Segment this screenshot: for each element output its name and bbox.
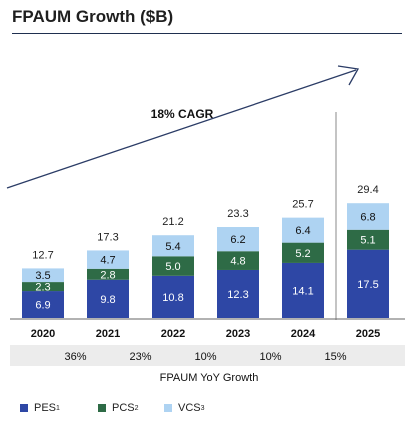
- value-label-pes-2022: 10.8: [162, 292, 183, 304]
- legend-sup-pes: 1: [56, 404, 60, 412]
- bar-vcs-2025: [347, 203, 389, 230]
- bar-pes-2024: [282, 262, 324, 318]
- value-label-pcs-2025: 5.1: [360, 235, 375, 247]
- bar-pcs-2023: [217, 251, 259, 270]
- value-label-pcs-2020: 2.3: [35, 282, 50, 294]
- legend-sup-pcs: 2: [134, 404, 139, 412]
- x-tick-label-2025: 2025: [356, 328, 380, 340]
- value-label-vcs-2021: 4.7: [100, 255, 115, 267]
- total-label-2020: 12.7: [32, 249, 53, 261]
- legend: PES 1 PCS 2 VCS 3: [0, 402, 418, 422]
- legend-item-pes: PES 1: [20, 402, 60, 414]
- growth-rate-3: 10%: [259, 351, 281, 363]
- bar-vcs-2022: [152, 235, 194, 257]
- growth-rate-1: 23%: [129, 351, 151, 363]
- value-label-pes-2025: 17.5: [357, 279, 378, 291]
- cagr-arrow-head: [337, 65, 360, 86]
- legend-label-pes: PES: [34, 402, 57, 414]
- x-tick-label-2021: 2021: [96, 328, 120, 340]
- total-label-2023: 23.3: [227, 208, 248, 220]
- growth-rate-2: 10%: [194, 351, 216, 363]
- value-label-vcs-2022: 5.4: [165, 241, 180, 253]
- total-label-2022: 21.2: [162, 216, 183, 228]
- value-label-vcs-2024: 6.4: [295, 225, 310, 237]
- value-label-pcs-2023: 4.8: [230, 256, 245, 268]
- value-label-pcs-2022: 5.0: [165, 261, 180, 273]
- legend-swatch-pcs: [98, 404, 106, 412]
- growth-rate-0: 36%: [64, 351, 86, 363]
- bar-pcs-2024: [282, 242, 324, 263]
- bar-pes-2023: [217, 269, 259, 318]
- legend-swatch-vcs: [164, 404, 172, 412]
- growth-row-label: FPAUM YoY Growth: [160, 372, 259, 384]
- chart-title: FPAUM Growth ($B): [12, 7, 174, 26]
- growth-rate-4: 15%: [324, 351, 346, 363]
- legend-label-pcs: PCS: [112, 402, 135, 414]
- bar-pcs-2022: [152, 256, 194, 276]
- legend-label-vcs: VCS: [178, 402, 201, 414]
- value-label-pcs-2021: 2.8: [100, 269, 115, 281]
- bar-vcs-2020: [22, 268, 64, 283]
- total-label-2021: 17.3: [97, 231, 118, 243]
- bar-vcs-2021: [87, 250, 129, 269]
- legend-sup-vcs: 3: [200, 404, 205, 412]
- bar-pes-2021: [87, 279, 129, 318]
- value-label-pes-2021: 9.8: [100, 294, 115, 306]
- value-label-vcs-2020: 3.5: [35, 270, 50, 282]
- cagr-label: 18% CAGR: [151, 107, 214, 121]
- x-tick-label-2023: 2023: [226, 328, 250, 340]
- legend-swatch-pes: [20, 404, 28, 412]
- x-tick-label-2020: 2020: [31, 328, 55, 340]
- bar-pcs-2025: [347, 229, 389, 250]
- value-label-pes-2020: 6.9: [35, 300, 50, 312]
- stacked-bar-chart: 18% CAGR 6.9 2.33.5 12.7 2020 9.8 2.8 4.7 17.3 20…: [6, 65, 405, 384]
- bar-pcs-2021: [87, 268, 129, 280]
- value-label-pes-2023: 12.3: [227, 289, 248, 301]
- cagr-arrow-line: [6, 69, 357, 189]
- bar-pcs-2020: [22, 282, 64, 292]
- x-tick-label-2022: 2022: [161, 328, 185, 340]
- bar-pes-2020: [22, 291, 64, 318]
- legend-item-vcs: VCS 3: [164, 402, 205, 414]
- legend-item-pcs: PCS 2: [98, 402, 139, 414]
- total-label-2025: 29.4: [357, 184, 378, 196]
- value-label-vcs-2025: 6.8: [360, 211, 375, 223]
- bar-pes-2022: [152, 275, 194, 318]
- title-divider: [12, 33, 402, 34]
- value-label-pes-2024: 14.1: [292, 285, 313, 297]
- x-tick-label-2024: 2024: [291, 328, 316, 340]
- growth-band: [10, 345, 405, 366]
- total-label-2024: 25.7: [292, 199, 313, 211]
- bar-vcs-2023: [217, 227, 259, 252]
- value-label-pcs-2024: 5.2: [295, 248, 310, 260]
- bar-vcs-2024: [282, 217, 324, 243]
- value-label-vcs-2023: 6.2: [230, 234, 245, 246]
- bar-pes-2025: [347, 249, 389, 318]
